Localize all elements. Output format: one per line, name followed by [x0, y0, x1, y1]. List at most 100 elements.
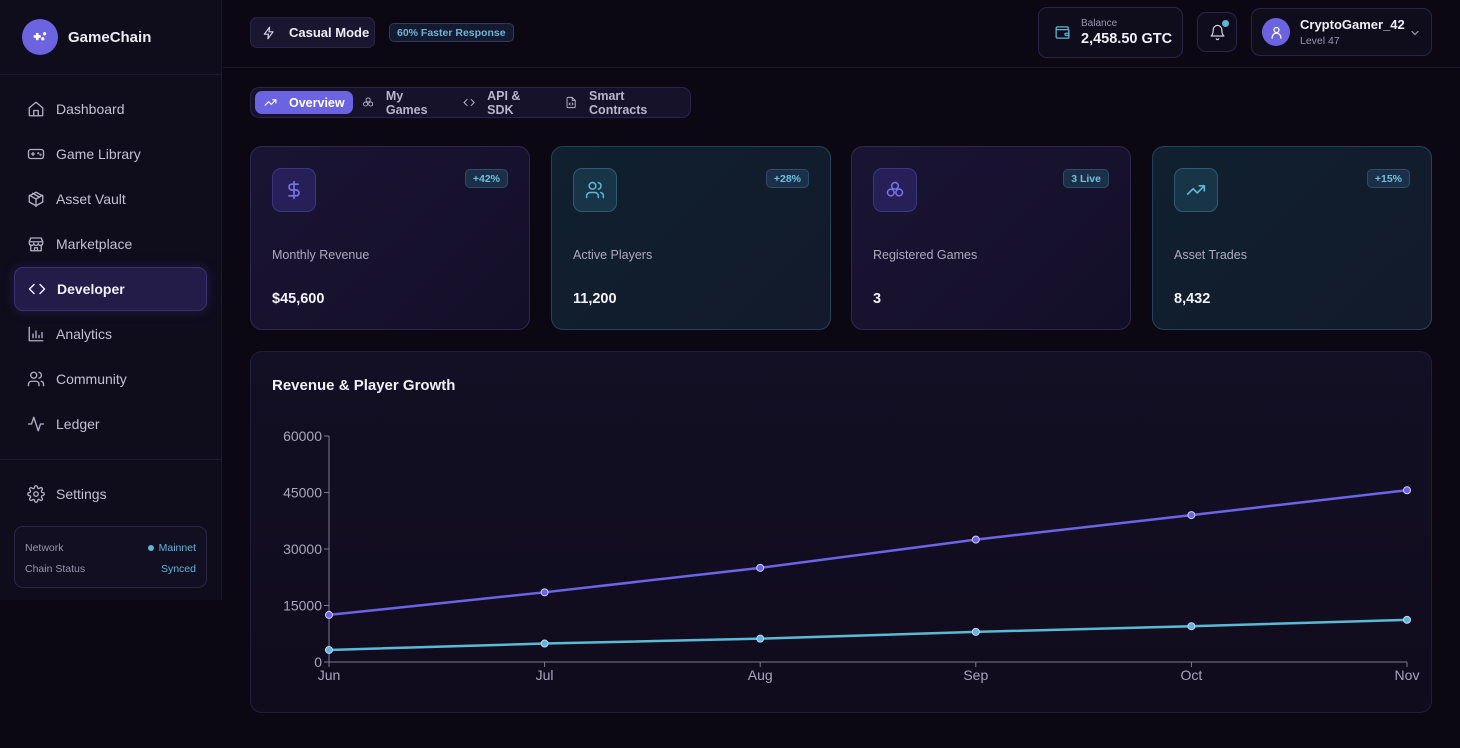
zap-icon [263, 26, 274, 39]
stat-card-active-players: +28% Active Players 11,200 [551, 146, 831, 330]
data-point[interactable] [1187, 622, 1196, 631]
sidebar-item-dashboard[interactable]: Dashboard [14, 87, 207, 131]
sidebar: GameChain Dashboard Game Library Asset V… [0, 0, 222, 600]
data-point[interactable] [325, 645, 333, 654]
users-icon [27, 371, 45, 387]
data-point[interactable] [1403, 615, 1411, 624]
top-header: Casual Mode 60% Faster Response Balance … [223, 0, 1460, 68]
stat-value: $45,600 [272, 291, 325, 307]
brand-name: GameChain [68, 28, 152, 46]
series-line-revenue [328, 488, 1408, 617]
brand[interactable]: GameChain [0, 0, 221, 75]
mode-label: Casual Mode [289, 25, 370, 40]
x-tick-label: Jun [318, 667, 341, 683]
line-chart: 0 15000 30000 45000 60000 Jun Jul Aug Sep Oct Nov [283, 428, 1420, 683]
notification-dot [1222, 20, 1229, 27]
bell-icon [1209, 24, 1225, 40]
sidebar-item-asset-vault[interactable]: Asset Vault [14, 177, 207, 221]
data-point[interactable] [325, 610, 333, 619]
data-point[interactable] [971, 535, 980, 544]
bar-chart-icon [28, 326, 44, 342]
casual-mode-button[interactable]: Casual Mode [250, 17, 375, 48]
sidebar-item-marketplace[interactable]: Marketplace [14, 222, 207, 266]
data-point[interactable] [540, 639, 549, 648]
dollar-icon [288, 180, 300, 200]
trend-badge: +28% [765, 169, 809, 188]
data-point[interactable] [1187, 511, 1196, 520]
live-badge: 3 Live [1063, 169, 1109, 188]
code-icon [463, 98, 475, 107]
stat-card-asset-trades: +15% Asset Trades 8,432 [1152, 146, 1432, 330]
store-icon [28, 237, 44, 252]
developer-tabs: Overview My Games API & SDK Smart Contra… [250, 87, 691, 118]
chain-status-row: Chain Status Synced [25, 558, 196, 579]
file-code-icon [566, 96, 576, 109]
gamepad-icon [22, 19, 58, 55]
data-point[interactable] [756, 634, 765, 643]
x-tick-label: Nov [1395, 667, 1420, 683]
y-tick-label: 60000 [283, 428, 322, 444]
boxes-icon [362, 97, 373, 107]
tab-label: Overview [289, 95, 345, 110]
sidebar-item-ledger[interactable]: Ledger [14, 402, 207, 446]
trending-up-icon [264, 99, 277, 106]
tab-smart-contracts[interactable]: Smart Contracts [556, 88, 690, 117]
box-icon [28, 191, 44, 208]
network-value: Mainnet [147, 542, 196, 554]
tab-overview[interactable]: Overview [255, 91, 353, 114]
data-point[interactable] [971, 627, 980, 636]
stat-value: 3 [873, 291, 882, 307]
sidebar-item-label: Settings [56, 486, 107, 502]
chart-title: Revenue & Player Growth [272, 377, 456, 394]
card-icon-box [573, 168, 617, 212]
sidebar-item-analytics[interactable]: Analytics [14, 312, 207, 356]
x-tick-label: Oct [1181, 667, 1203, 683]
sidebar-item-community[interactable]: Community [14, 357, 207, 401]
series-line-players [328, 618, 1408, 652]
sidebar-item-developer[interactable]: Developer [14, 267, 207, 311]
card-icon-box [873, 168, 917, 212]
home-icon [28, 101, 44, 117]
stat-value: 11,200 [573, 291, 617, 307]
chevron-down-icon [1411, 30, 1419, 36]
tab-my-games[interactable]: My Games [353, 89, 454, 117]
sidebar-item-label: Asset Vault [56, 191, 126, 207]
stat-card-registered-games: 3 Live Registered Games 3 [851, 146, 1131, 330]
chain-status-value: Synced [160, 562, 196, 575]
status-dot [147, 544, 154, 551]
user-icon [1271, 26, 1281, 39]
sidebar-item-label: Game Library [56, 146, 141, 162]
tab-label: Smart Contracts [589, 88, 648, 117]
sidebar-item-game-library[interactable]: Game Library [14, 132, 207, 176]
card-icon-box [1174, 168, 1218, 212]
sidebar-item-label: Marketplace [56, 236, 133, 252]
trend-badge: +15% [1366, 169, 1410, 188]
network-label: Network [25, 541, 64, 554]
stat-card-monthly-revenue: +42% Monthly Revenue $45,600 [250, 146, 530, 330]
tab-label: API & SDK [487, 88, 521, 117]
balance-display[interactable]: Balance 2,458.50 GTC [1038, 7, 1183, 58]
speed-badge: 60% Faster Response [389, 23, 514, 42]
data-point[interactable] [1403, 486, 1411, 495]
users-icon [585, 181, 605, 199]
stat-value: 8,432 [1174, 291, 1211, 307]
activity-icon [27, 416, 45, 432]
stat-label: Active Players [573, 248, 653, 262]
balance-value: 2,458.50 GTC [1081, 31, 1173, 47]
notifications-button[interactable] [1197, 12, 1237, 52]
user-menu[interactable]: CryptoGamer_42 Level 47 [1251, 8, 1432, 56]
y-tick-label: 45000 [283, 485, 322, 501]
x-tick-label: Aug [748, 667, 773, 683]
trending-up-icon [1186, 185, 1206, 195]
y-tick-label: 0 [314, 654, 322, 670]
user-name: CryptoGamer_42 [1300, 17, 1405, 32]
tab-api-sdk[interactable]: API & SDK [454, 88, 556, 117]
sidebar-item-settings[interactable]: Settings [14, 472, 207, 516]
data-point[interactable] [756, 563, 765, 572]
balance-label: Balance [1081, 18, 1118, 29]
x-tick-label: Jul [536, 667, 554, 683]
sidebar-divider [0, 459, 221, 460]
data-point[interactable] [540, 588, 549, 597]
sidebar-item-label: Community [56, 371, 127, 387]
network-row: Network Mainnet [25, 537, 196, 558]
